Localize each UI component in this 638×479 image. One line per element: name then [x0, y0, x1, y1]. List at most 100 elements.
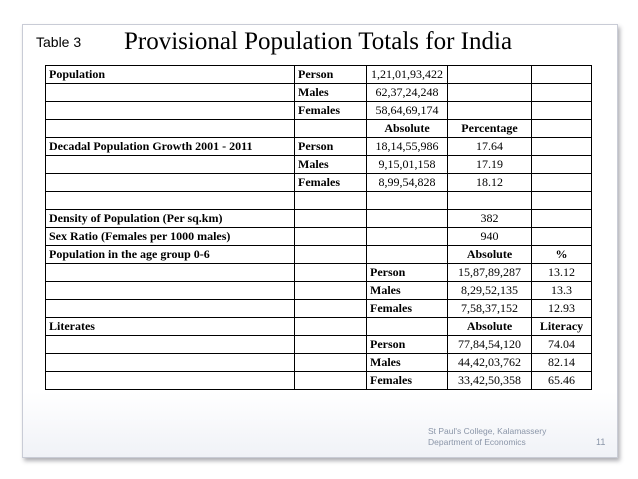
slide-title: Provisional Population Totals for India — [124, 28, 513, 55]
table-cell: Decadal Population Growth 2001 - 2011 — [45, 137, 295, 156]
table-cell: Person — [294, 137, 367, 156]
table-cell — [45, 119, 295, 138]
table-cell: Males — [366, 281, 448, 300]
table-cell: Females — [294, 173, 367, 192]
table-cell: 12.93 — [531, 299, 592, 318]
table-row: Population Person 1,21,01,93,422 — [45, 65, 592, 84]
table-cell — [447, 83, 532, 102]
table-row: Females 58,64,69,174 — [45, 101, 592, 120]
table-cell: 382 — [447, 209, 532, 228]
table-cell — [447, 65, 532, 84]
table-cell — [294, 299, 367, 318]
table-cell: 44,42,03,762 — [447, 353, 532, 372]
table-cell: 8,29,52,135 — [447, 281, 532, 300]
table-row: Decadal Population Growth 2001 - 2011 Per… — [45, 137, 592, 156]
table-row: Population in the age group 0-6 Absolute% — [45, 245, 592, 264]
table-cell: Person — [294, 65, 367, 84]
table-cell: Population in the age group 0-6 — [45, 245, 295, 264]
table-cell — [366, 191, 448, 210]
table-cell — [45, 191, 295, 210]
table-cell — [531, 83, 592, 102]
table-cell: 1,21,01,93,422 — [366, 65, 448, 84]
table-cell: Person — [366, 335, 448, 354]
table-cell — [45, 101, 295, 120]
table-cell — [294, 317, 367, 336]
table-cell: Males — [294, 83, 367, 102]
table-cell — [294, 227, 367, 246]
table-cell: Females — [366, 299, 448, 318]
table-cell: 13.12 — [531, 263, 592, 282]
table-cell — [294, 281, 367, 300]
table-cell — [531, 155, 592, 174]
table-cell: 74.04 — [531, 335, 592, 354]
table-cell: Females — [366, 371, 448, 390]
table-cell — [294, 209, 367, 228]
table-row: Females 7,58,37,152 12.93 — [45, 299, 592, 318]
table-cell: Population — [45, 65, 295, 84]
table-cell: Literacy — [531, 317, 592, 336]
table-cell: 65.46 — [531, 371, 592, 390]
table-row: Sex Ratio (Females per 1000 males) 940 — [45, 227, 592, 246]
table-cell — [294, 245, 367, 264]
table-cell — [366, 317, 448, 336]
table-cell — [294, 371, 367, 390]
table-row: Females 8,99,54,828 18.12 — [45, 173, 592, 192]
table-row — [45, 191, 592, 210]
table-cell — [531, 101, 592, 120]
table-cell: Percentage — [447, 119, 532, 138]
table-row: Absolute Percentage — [45, 119, 592, 138]
table-cell: 940 — [447, 227, 532, 246]
table-cell: Males — [366, 353, 448, 372]
table-cell — [531, 173, 592, 192]
table-cell — [447, 191, 532, 210]
table-cell: 62,37,24,248 — [366, 83, 448, 102]
table-row: Person 15,87,89,287 13.12 — [45, 263, 592, 282]
table-cell — [45, 155, 295, 174]
table-cell: Density of Population (Per sq.km) — [45, 209, 295, 228]
table-cell: 15,87,89,287 — [447, 263, 532, 282]
table-cell: 8,99,54,828 — [366, 173, 448, 192]
table-cell: 17.19 — [447, 155, 532, 174]
table-row: Males 9,15,01,158 17.19 — [45, 155, 592, 174]
table-cell: 18,14,55,986 — [366, 137, 448, 156]
page-number: 11 — [596, 437, 606, 447]
table-cell: 18.12 — [447, 173, 532, 192]
table-cell: Absolute — [447, 317, 532, 336]
table-cell — [294, 353, 367, 372]
table-row: Males 44,42,03,762 82.14 — [45, 353, 592, 372]
table-row: Literates Absolute Literacy — [45, 317, 592, 336]
footer: St Paul's College, Kalamassery Departmen… — [428, 426, 546, 448]
table-cell — [45, 299, 295, 318]
table-cell — [531, 227, 592, 246]
table-row: Males 62,37,24,248 — [45, 83, 592, 102]
table-cell — [45, 371, 295, 390]
table-tag: Table 3 — [36, 34, 82, 50]
table-cell: 17.64 — [447, 137, 532, 156]
table-cell: Males — [294, 155, 367, 174]
table-row: Males 8,29,52,135 13.3 — [45, 281, 592, 300]
table-cell: Females — [294, 101, 367, 120]
table-cell — [294, 263, 367, 282]
table-cell — [366, 227, 448, 246]
table-cell: 58,64,69,174 — [366, 101, 448, 120]
table-cell: % — [531, 245, 592, 264]
table-cell: Literates — [45, 317, 295, 336]
table-cell — [45, 353, 295, 372]
table-row: Person 77,84,54,120 74.04 — [45, 335, 592, 354]
table-cell — [45, 335, 295, 354]
table-cell — [45, 263, 295, 282]
table-cell: 7,58,37,152 — [447, 299, 532, 318]
table-cell — [531, 119, 592, 138]
table-cell — [531, 137, 592, 156]
table-body: Population Person 1,21,01,93,422 Males 62,37… — [45, 65, 592, 390]
table-cell — [45, 281, 295, 300]
table-cell: Person — [366, 263, 448, 282]
table-row: Females 33,42,50,358 65.46 — [45, 371, 592, 390]
table-cell: 33,42,50,358 — [447, 371, 532, 390]
table-cell — [45, 173, 295, 192]
table-cell: 13.3 — [531, 281, 592, 300]
table-cell — [294, 119, 367, 138]
footer-department: Department of Economics — [428, 437, 526, 447]
table-cell: Absolute — [447, 245, 532, 264]
table-cell — [294, 191, 367, 210]
